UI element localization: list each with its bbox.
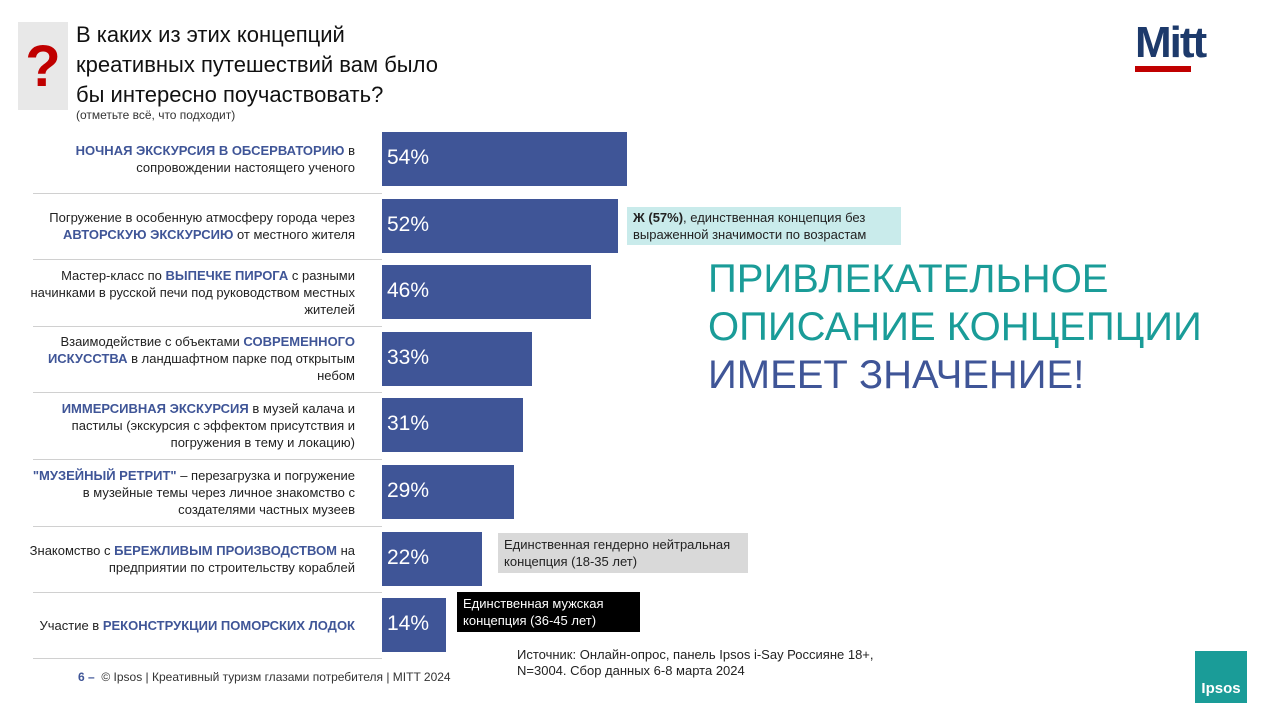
label-text: на предприятии по строительству кораблей (108, 542, 355, 575)
bar (382, 132, 628, 186)
value-label: 22% (387, 545, 430, 569)
headline-line: ОПИСАНИЕ КОНЦЕПЦИИ (708, 305, 1202, 349)
title-line: В каких из этих концепций (76, 22, 345, 47)
row-separator (33, 525, 382, 527)
label-emphasis: БЕРЕЖЛИВЫМ ПРОИЗВОДСТВОМ (114, 542, 337, 558)
bar (382, 198, 619, 253)
annotation: Единственная гендерно нейтральная концеп… (498, 533, 748, 573)
label-emphasis: НОЧНАЯ ЭКСКУРСИЯ В ОБСЕРВАТОРИЮ (75, 143, 345, 158)
row-separator (33, 459, 382, 460)
row-separator (33, 325, 382, 327)
value-label: 33% (387, 345, 430, 369)
logo: Mitt (1135, 18, 1207, 67)
category-text: "МУЗЕЙНЫЙ РЕТРИТ" – перезагрузка и погру… (25, 467, 355, 518)
footer: 6 – © Ipsos | Креативный туризм глазами … (78, 670, 451, 684)
logo-bar (1135, 66, 1191, 72)
annotation-text: Единственная мужская концепция (36-45 ле… (463, 595, 634, 629)
label-text: – перезагрузка и погружение в музейные т… (82, 467, 355, 517)
row-separator (33, 592, 382, 594)
bar (382, 598, 446, 653)
category-label: Мастер-класс по ВЫПЕЧКЕ ПИРОГА с разными… (25, 265, 356, 319)
value-label: 14% (387, 612, 430, 636)
label-emphasis: ИММЕРСИВНАЯ ЭКСКУРСИЯ (61, 400, 249, 416)
title-line: креативных путешествий вам было (76, 52, 438, 77)
label-text: в музей калача и пастилы (экскурсия с эф… (71, 400, 355, 450)
bar (382, 398, 523, 453)
page-number: 6 – (78, 670, 95, 684)
annotation: Единственная мужская концепция (36-45 ле… (457, 592, 640, 632)
label-text: Мастер-класс по (61, 267, 166, 283)
label-emphasis: ВЫПЕЧКЕ ПИРОГА (165, 267, 289, 283)
category-label: Участие в РЕКОНСТРУКЦИИ ПОМОРСКИХ ЛОДОК (25, 598, 355, 652)
headline-line: ИМЕЕТ ЗНАЧЕНИЕ! (708, 353, 1085, 397)
category-text: ИММЕРСИВНАЯ ЭКСКУРСИЯ в музей калача и п… (25, 400, 355, 451)
category-text: НОЧНАЯ ЭКСКУРСИЯ В ОБСЕРВАТОРИЮ в сопров… (25, 142, 355, 176)
label-text: Взаимодействие с объектами (60, 334, 244, 350)
label-text: Знакомство с (29, 542, 115, 558)
label-text: Единственная мужская концепция (36-45 ле… (463, 596, 604, 628)
footer-text: © Ipsos | Креативный туризм глазами потр… (101, 670, 451, 684)
category-text: Взаимодействие с объектами СОВРЕМЕННОГО … (25, 333, 355, 384)
bar (382, 331, 532, 386)
value-label: 31% (387, 412, 430, 436)
value-label: 54% (387, 146, 430, 169)
label-text: в сопровождении настоящего ученого (136, 143, 355, 175)
subtitle: (отметьте всё, что подходит) (76, 108, 236, 122)
category-text: Погружение в особенную атмосферу города … (25, 209, 355, 243)
row-separator (33, 658, 382, 660)
annotation: Ж (57%), единственная концепция без выра… (627, 207, 901, 245)
value-label: 29% (387, 479, 430, 502)
label-text: Участие в (39, 617, 103, 633)
category-text: Участие в РЕКОНСТРУКЦИИ ПОМОРСКИХ ЛОДОК (39, 617, 355, 634)
label-text: Единственная гендерно нейтральная концеп… (504, 537, 731, 569)
label-text: от местного жителя (233, 226, 355, 242)
label-emphasis: "МУЗЕЙНЫЙ РЕТРИТ" (32, 467, 177, 483)
label-text: с разными начинками в русской печи под р… (30, 267, 356, 317)
label-text: , единственная концепция без выраженной … (633, 210, 867, 242)
label-emphasis: АВТОРСКУЮ ЭКСКУРСИЮ (63, 226, 234, 242)
category-label: "МУЗЕЙНЫЙ РЕТРИТ" – перезагрузка и погру… (25, 465, 355, 519)
value-label: 52% (387, 212, 430, 236)
category-label: НОЧНАЯ ЭКСКУРСИЯ В ОБСЕРВАТОРИЮ в сопров… (25, 132, 355, 186)
label-emphasis: РЕКОНСТРУКЦИИ ПОМОРСКИХ ЛОДОК (102, 617, 355, 633)
label-text: Погружение в особенную атмосферу города … (49, 209, 355, 225)
category-label: Взаимодействие с объектами СОВРЕМЕННОГО … (25, 332, 355, 386)
annotation-text: Единственная гендерно нейтральная концеп… (504, 536, 742, 570)
title-line: бы интересно поучаствовать? (76, 82, 384, 107)
label-emphasis: Ж (57%) (633, 210, 684, 225)
title: В каких из этих концепций креативных путе… (76, 20, 438, 110)
category-text: Мастер-класс по ВЫПЕЧКЕ ПИРОГА с разными… (25, 267, 356, 318)
bar (382, 465, 514, 519)
value-label: 46% (387, 279, 430, 303)
category-label: Погружение в особенную атмосферу города … (25, 199, 355, 253)
label-emphasis: СОВРЕМЕННОГО ИСКУССТВА (47, 334, 355, 367)
label-text: в ландшафтном парке под открытым небом (127, 351, 355, 384)
headline-line: ПРИВЛЕКАТЕЛЬНОЕ (708, 257, 1109, 301)
bar (382, 265, 591, 320)
annotation-text: Ж (57%), единственная концепция без выра… (633, 209, 895, 243)
source: Источник: Онлайн-опрос, панель Ipsos i-S… (517, 647, 874, 678)
headline: ПРИВЛЕКАТЕЛЬНОЕ ОПИСАНИЕ КОНЦЕПЦИИ ИМЕЕТ З… (708, 255, 1202, 399)
category-text: Знакомство с БЕРЕЖЛИВЫМ ПРОИЗВОДСТВОМ на… (25, 542, 355, 576)
category-label: Знакомство с БЕРЕЖЛИВЫМ ПРОИЗВОДСТВОМ на… (25, 532, 355, 586)
row-separator (33, 259, 382, 261)
question-icon: ? (18, 22, 68, 110)
row-separator (33, 392, 382, 394)
brand-logo: Ipsos (1195, 651, 1247, 703)
category-label: ИММЕРСИВНАЯ ЭКСКУРСИЯ в музей калача и п… (25, 398, 355, 452)
row-separator (33, 192, 382, 194)
bar (382, 531, 482, 586)
